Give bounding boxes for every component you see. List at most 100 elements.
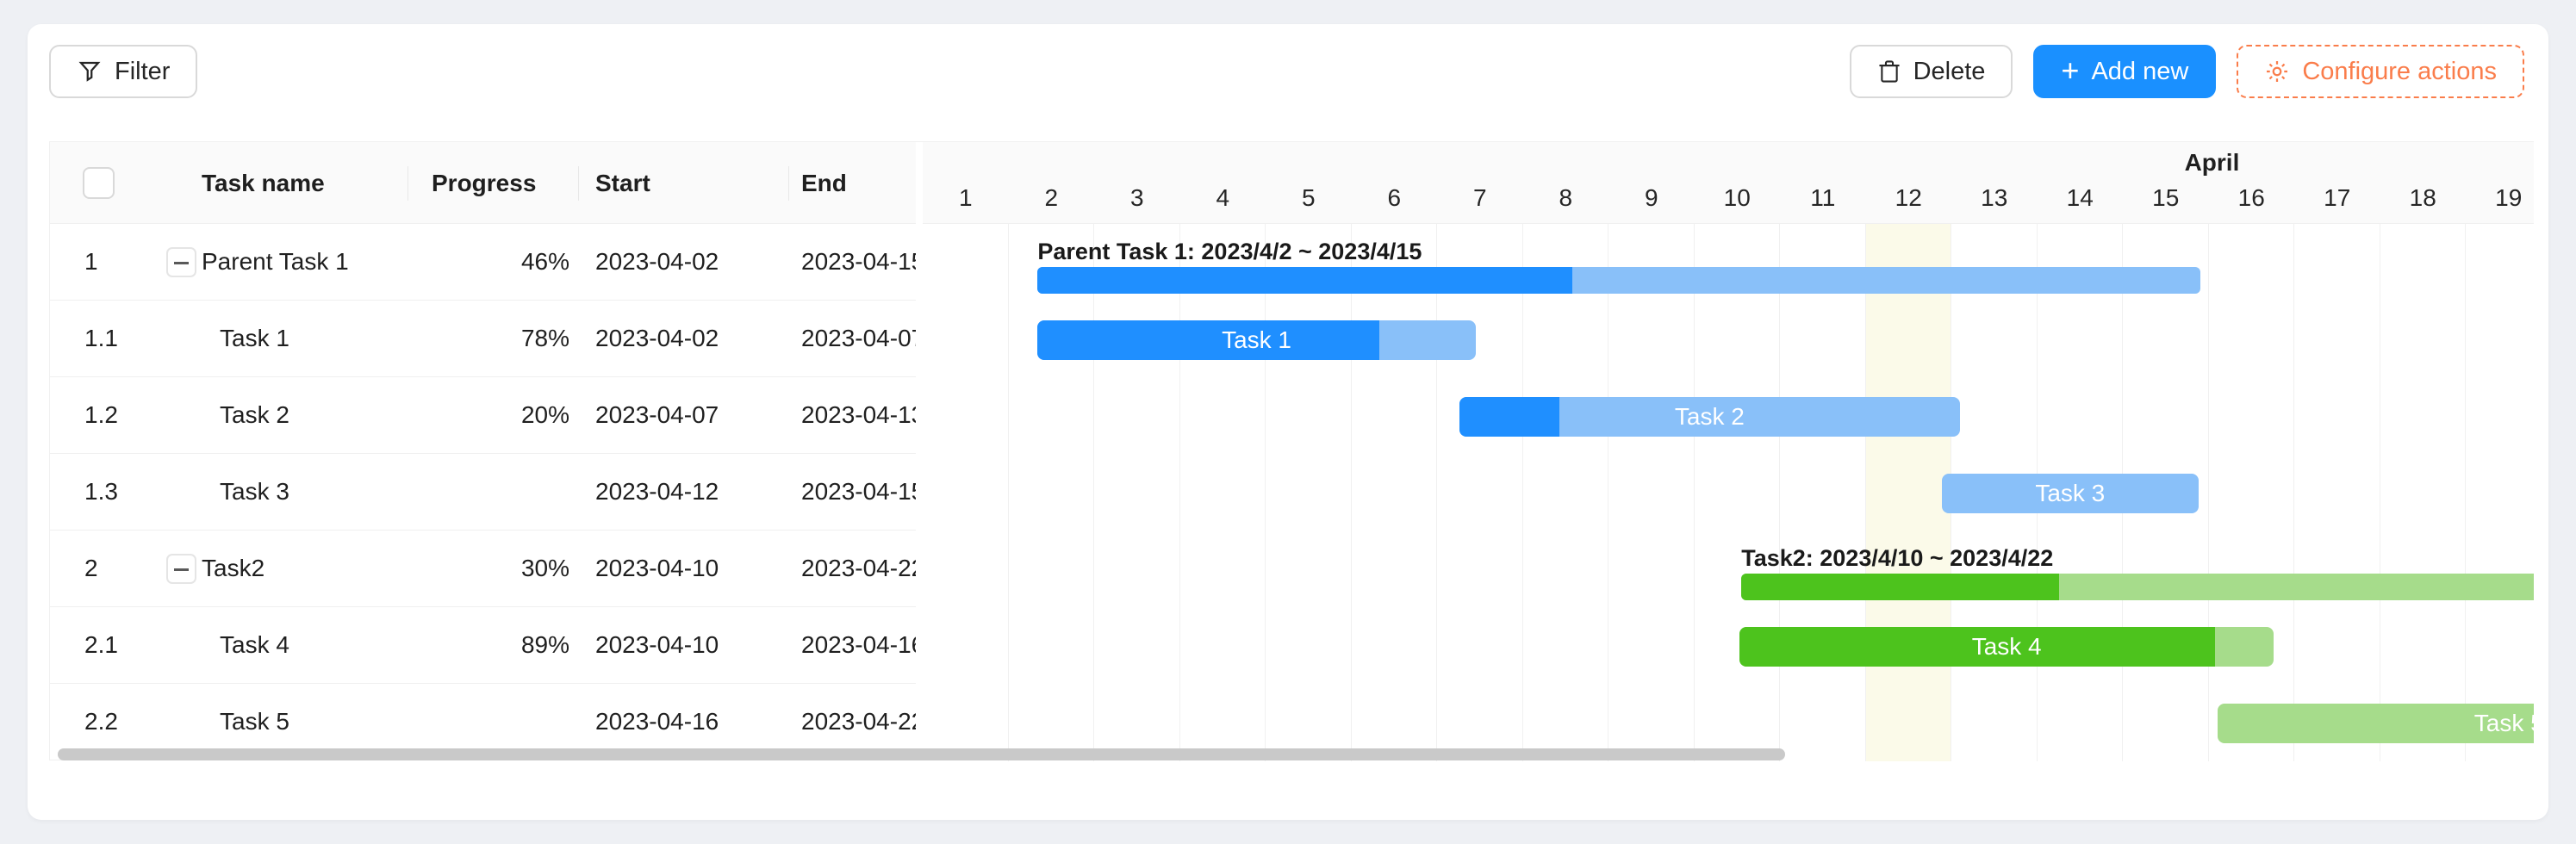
filter-funnel-icon	[77, 59, 103, 84]
table-row[interactable]: 2.1 Task 4 89% 2023-04-10 2023-04-16	[50, 607, 916, 684]
gantt-bar-label-above: Parent Task 1: 2023/4/2 ~ 2023/4/15	[1037, 239, 1422, 264]
column-header-progress: Progress	[432, 170, 537, 196]
gantt-bar-label: Task 3	[2035, 480, 2106, 506]
timeline-day-label: 2	[1044, 184, 1059, 211]
gantt-bar[interactable]: Task 3	[1942, 474, 2199, 513]
timeline-day-label: 10	[1723, 184, 1751, 211]
end-date-cell: 2023-04-07	[801, 325, 916, 351]
timeline-gridline	[1779, 224, 1780, 761]
timeline-gridline	[1521, 224, 1523, 761]
timeline-day-label: 6	[1387, 184, 1402, 211]
timeline-gridline	[2465, 224, 2466, 761]
row-index: 1.2	[84, 401, 118, 428]
column-header-task-name: Task name	[202, 170, 325, 196]
table-row[interactable]: 1.3 Task 3 2023-04-12 2023-04-15	[50, 454, 916, 531]
today-highlight-column	[1865, 224, 1951, 761]
gantt-bar[interactable]: Task 2	[1459, 397, 1960, 437]
task-name-cell: Task2	[202, 555, 265, 581]
start-date-cell: 2023-04-07	[595, 401, 719, 428]
start-date-cell: 2023-04-10	[595, 631, 719, 658]
timeline-gridline	[1350, 224, 1352, 761]
add-new-button[interactable]: + Add new	[2033, 45, 2217, 98]
horizontal-scrollbar-thumb[interactable]	[58, 748, 1785, 760]
timeline-day-label: 9	[1644, 184, 1658, 211]
start-date-cell: 2023-04-16	[595, 708, 719, 735]
delete-button-label: Delete	[1913, 57, 1986, 85]
timeline-day-label: 18	[2409, 184, 2436, 211]
configure-actions-label: Configure actions	[2302, 57, 2497, 85]
collapse-toggle[interactable]	[166, 554, 196, 584]
row-index: 2.1	[84, 631, 118, 658]
timeline-gridline	[1436, 224, 1437, 761]
gantt-bar-label: Task 2	[1674, 403, 1745, 430]
timeline-gridline	[1864, 224, 1866, 761]
filter-button-label: Filter	[115, 57, 171, 85]
gantt-bar-label: Task 5	[2473, 710, 2534, 736]
gantt-bar-label-above: Task2: 2023/4/10 ~ 2023/4/22	[1741, 545, 2054, 571]
timeline-day-label: 13	[1981, 184, 2008, 211]
gear-icon	[2264, 59, 2290, 84]
timeline-gridline	[2207, 224, 2209, 761]
trash-icon	[1877, 59, 1901, 84]
select-all-checkbox[interactable]	[83, 167, 115, 199]
row-index: 2.2	[84, 708, 118, 735]
gantt-bar[interactable]	[1037, 267, 2200, 294]
row-index: 1.3	[84, 478, 118, 505]
timeline-day-label: 15	[2152, 184, 2180, 211]
start-date-cell: 2023-04-02	[595, 325, 719, 351]
timeline-day-label: 12	[1895, 184, 1922, 211]
timeline-day-label: 1	[958, 184, 973, 211]
progress-cell: 78%	[520, 325, 569, 351]
progress-cell: 89%	[520, 631, 569, 658]
timeline-day-label: 19	[2495, 184, 2523, 211]
timeline-day-label: 11	[1810, 184, 1836, 211]
gantt-bar[interactable]: Task 4	[1739, 627, 2274, 667]
start-date-cell: 2023-04-12	[595, 478, 719, 505]
table-row[interactable]: 1 Parent Task 1 46% 2023-04-02 2023-04-15	[50, 224, 916, 301]
task-table-body: 1 Parent Task 1 46% 2023-04-02 2023-04-15 1.1…	[50, 224, 916, 761]
end-date-cell: 2023-04-22	[801, 708, 916, 735]
gantt-bar-progress-fill	[1741, 574, 2059, 600]
timeline-gridline	[1693, 224, 1695, 761]
configure-actions-button[interactable]: Configure actions	[2237, 45, 2524, 98]
timeline-gridline	[1007, 224, 1009, 761]
end-date-cell: 2023-04-15	[801, 478, 916, 505]
table-row[interactable]: 1.1 Task 1 78% 2023-04-02 2023-04-07	[50, 301, 916, 377]
gantt-bar[interactable]	[1741, 574, 2534, 600]
start-date-cell: 2023-04-02	[595, 248, 719, 275]
table-header: Task name Progress Start End	[50, 142, 916, 224]
timeline-day-label: 5	[1301, 184, 1316, 211]
filter-button[interactable]: Filter	[49, 45, 198, 98]
table-row[interactable]: 2.2 Task 5 2023-04-16 2023-04-22	[50, 684, 916, 760]
timeline-day-label: 7	[1472, 184, 1487, 211]
collapse-toggle[interactable]	[166, 247, 196, 277]
timeline-gridline	[2293, 224, 2294, 761]
timeline-day-label: 3	[1129, 184, 1144, 211]
delete-button[interactable]: Delete	[1849, 45, 2013, 98]
timeline-day-label: 17	[2324, 184, 2351, 211]
gantt-bar[interactable]: Task 5	[2218, 704, 2534, 743]
table-row[interactable]: 2 Task2 30% 2023-04-10 2023-04-22	[50, 531, 916, 607]
table-row[interactable]: 1.2 Task 2 20% 2023-04-07 2023-04-13	[50, 377, 916, 454]
gantt-bar-progress-fill	[1739, 627, 2215, 667]
task-name-cell: Parent Task 1	[202, 248, 349, 275]
start-date-cell: 2023-04-10	[595, 555, 719, 581]
column-header-end: End	[801, 170, 847, 196]
toolbar: Filter Delete + Add new	[28, 24, 2548, 121]
column-separator	[788, 166, 789, 201]
gantt-bar-progress-fill	[1037, 267, 1572, 294]
progress-cell	[408, 454, 569, 530]
gantt-bar-progress-fill	[1037, 320, 1379, 360]
timeline-day-label: 14	[2066, 184, 2094, 211]
gantt-bar-progress-fill	[1459, 397, 1560, 437]
timeline-day-label: 8	[1559, 184, 1573, 211]
task-name-cell: Task 2	[220, 401, 289, 428]
timeline-day-label: 4	[1216, 184, 1230, 211]
gantt-bar[interactable]: Task 1	[1037, 320, 1476, 360]
timeline-header: April 1 2 3 4 5 6 7 8 9 10 11 12 13 14 15 16 17 18 19	[923, 142, 2534, 224]
add-new-button-label: Add new	[2091, 57, 2189, 85]
toolbar-right-group: Delete + Add new Configure actions	[1849, 45, 2524, 98]
end-date-cell: 2023-04-16	[801, 631, 916, 658]
progress-cell: 46%	[520, 248, 569, 275]
gantt-bar-label: Task 1	[1222, 326, 1292, 353]
